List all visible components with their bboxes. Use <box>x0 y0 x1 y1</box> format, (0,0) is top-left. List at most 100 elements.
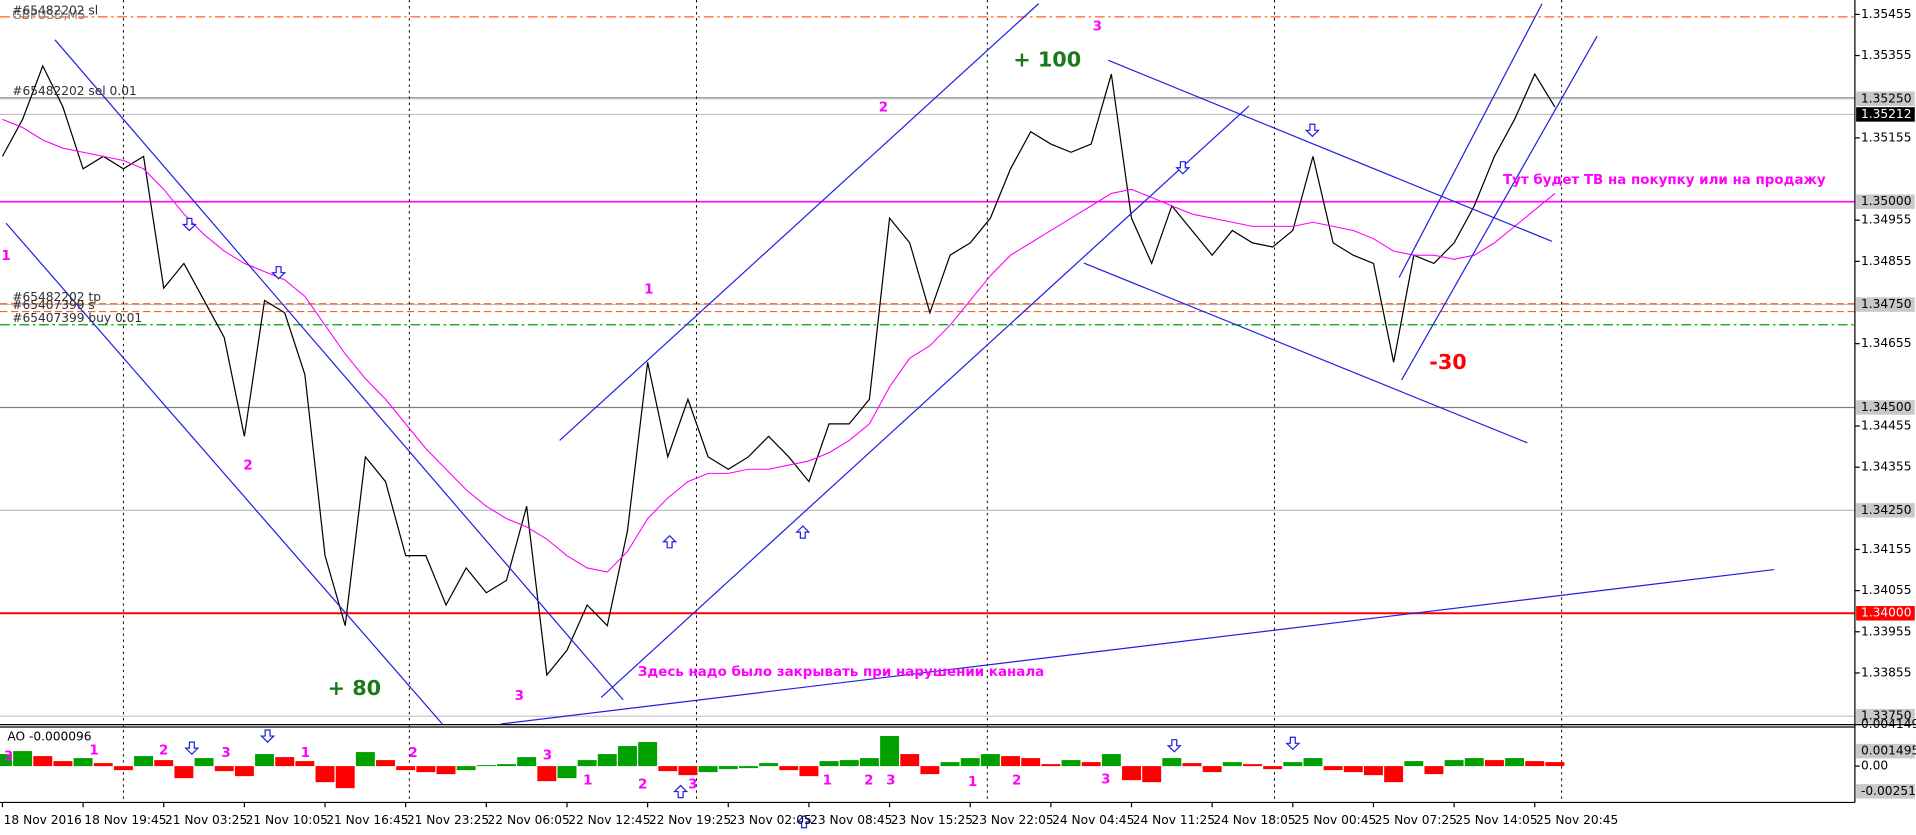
price-line <box>1 64 1556 677</box>
ao-bar <box>1001 756 1021 767</box>
channel-line <box>1398 3 1543 278</box>
ao-bar <box>1343 766 1363 773</box>
ao-bar <box>1202 766 1222 773</box>
ao-bar <box>497 764 516 767</box>
ao-bar <box>1384 766 1404 783</box>
x-tick-label: 23 Nov 08:45 <box>810 813 892 827</box>
ao-bar <box>315 766 335 783</box>
price-level-label: -0.002517 <box>1861 784 1916 798</box>
ao-bar <box>960 758 980 767</box>
price-level-box <box>1856 194 1915 209</box>
arrow-down <box>181 217 197 232</box>
price-level-label: 1.33750 <box>1861 709 1911 723</box>
ao-bar <box>819 761 839 767</box>
channel-line <box>559 3 1040 441</box>
ao-bar <box>436 766 456 775</box>
series-layer <box>0 64 1565 789</box>
ao-bar <box>1222 762 1242 767</box>
y-tick-label: 1.34955 <box>1861 213 1911 227</box>
ao-bar <box>698 766 718 773</box>
ao-bar <box>1243 764 1262 767</box>
ao-bar <box>900 754 920 767</box>
x-tick-label: 22 Nov 06:05 <box>488 813 570 827</box>
annotation: 3 <box>221 746 230 761</box>
price-level-box <box>1856 784 1915 799</box>
x-tick-label: 21 Nov 16:45 <box>326 813 408 827</box>
day-separators <box>122 0 1563 802</box>
ao-bar <box>799 766 819 777</box>
channel-line <box>5 222 443 725</box>
annotation: 2 <box>879 100 888 115</box>
arrow-down <box>271 266 287 280</box>
arrow-up <box>673 784 689 799</box>
ao-bar <box>1041 764 1061 767</box>
annotation: 2 <box>408 746 417 761</box>
order-label: #65482202 sl <box>12 3 98 17</box>
arrows <box>181 123 1320 829</box>
ao-bar <box>920 766 940 775</box>
channel-line <box>600 105 1250 698</box>
ao-bar <box>1081 762 1101 767</box>
y-tick-label: 1.34055 <box>1861 583 1911 597</box>
ao-bar <box>214 766 234 772</box>
arrow-up <box>795 525 811 539</box>
x-tick-label: 21 Nov 23:25 <box>407 813 489 827</box>
price-level-box <box>1856 606 1915 621</box>
ao-bar <box>1263 766 1283 770</box>
ao-bar <box>476 765 496 767</box>
x-tick-label: 18 Nov 2016 <box>4 813 82 827</box>
arrow-down <box>1175 161 1191 175</box>
price-level-box <box>1856 743 1915 759</box>
price-level-label: 1.34250 <box>1861 503 1911 517</box>
ao-bar <box>880 736 900 767</box>
annotation: 1 <box>823 774 832 789</box>
channel-line <box>1108 59 1553 242</box>
arrow-up <box>796 814 812 829</box>
annotation: 1 <box>968 775 977 790</box>
ao-bar <box>194 758 214 767</box>
ao-bar <box>1444 760 1464 767</box>
ao-bar <box>1122 766 1141 781</box>
annotation: 2 <box>864 774 873 789</box>
price-level-box <box>1856 107 1915 122</box>
price-level-label: 1.34000 <box>1861 606 1911 620</box>
order-label: #65482202 sel 0.01 <box>12 84 137 98</box>
annotation: 2 <box>159 744 168 759</box>
ao-bar <box>255 754 275 767</box>
annotation: 3 <box>1101 773 1110 788</box>
ao-bar <box>13 751 33 767</box>
ao-bar <box>1525 761 1545 767</box>
ao-bar <box>1182 763 1202 767</box>
y-tick-label: 1.33855 <box>1861 665 1911 679</box>
ao-bar <box>1303 758 1323 767</box>
ao-bar <box>1484 760 1504 767</box>
x-tick-label: 24 Nov 11:25 <box>1133 813 1215 827</box>
price-level-label: 1.35212 <box>1861 107 1911 121</box>
ao-bar <box>678 766 698 776</box>
ao-bar <box>93 763 113 767</box>
ao-bar <box>779 766 799 771</box>
price-level-box <box>1856 297 1915 312</box>
ao-bar <box>617 746 637 767</box>
arrow-down <box>1166 739 1182 753</box>
ao-bar <box>1505 758 1525 767</box>
x-tick-label: 23 Nov 22:05 <box>971 813 1053 827</box>
annotation: 2 <box>1012 774 1021 789</box>
ao-bar <box>1464 758 1484 767</box>
arrow-down <box>1304 123 1320 138</box>
price-level-label: 1.34500 <box>1861 400 1911 414</box>
x-tick-label: 25 Nov 20:45 <box>1536 813 1618 827</box>
channel-line <box>1083 262 1528 444</box>
order-label: #65407399 s <box>12 298 95 312</box>
y-tick-label: 1.35155 <box>1861 130 1911 144</box>
ao-bar <box>517 757 537 767</box>
arrow-down <box>260 729 276 743</box>
moving-average-line <box>2 118 1556 573</box>
ao-bar <box>335 766 355 789</box>
price-level-box <box>1856 708 1915 724</box>
ao-bar <box>1021 758 1041 767</box>
y-tick-label: 1.34355 <box>1861 460 1911 474</box>
